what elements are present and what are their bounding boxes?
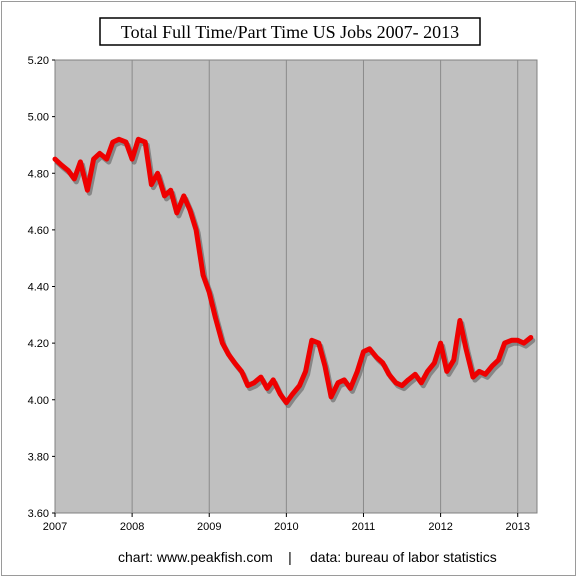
title-box (99, 17, 481, 46)
y-tick-label: 5.00 (28, 112, 49, 124)
x-tick-label: 2008 (120, 521, 144, 533)
y-tick-label: 5.20 (28, 55, 49, 67)
y-tick-label: 4.40 (28, 282, 49, 294)
plot-area (54, 59, 538, 514)
series-line (52, 136, 534, 406)
x-tick-label: 2011 (352, 521, 376, 533)
x-tick-label: 2007 (43, 521, 67, 533)
y-tick-label: 4.20 (28, 338, 49, 350)
y-tick-label: 3.60 (28, 508, 49, 520)
y-axis-ticks: 5.20 5.00 4.80 4.60 4.40 4.20 4.00 3.80 3.60 (28, 55, 55, 520)
x-tick-label: 2013 (505, 521, 529, 533)
footer-separator: | (288, 549, 292, 565)
x-tick-label: 2009 (197, 521, 221, 533)
x-tick-label: 2012 (428, 521, 452, 533)
series-layer (52, 136, 536, 409)
y-tick-label: 4.60 (28, 225, 49, 237)
x-axis-ticks: 2007 2008 2009 2010 2011 2012 2013 (43, 513, 530, 533)
footer-source: chart: www.peakfish.com (118, 549, 273, 565)
series-line-shadow (54, 139, 536, 409)
footer-data-source: data: bureau of labor statistics (310, 549, 497, 565)
chart-title: Total Full Time/Part Time US Jobs 2007- … (121, 22, 459, 42)
x-tick-label: 2010 (274, 521, 298, 533)
y-tick-label: 4.00 (28, 395, 49, 407)
y-tick-label: 3.80 (28, 451, 49, 463)
y-tick-label: 4.80 (28, 168, 49, 180)
